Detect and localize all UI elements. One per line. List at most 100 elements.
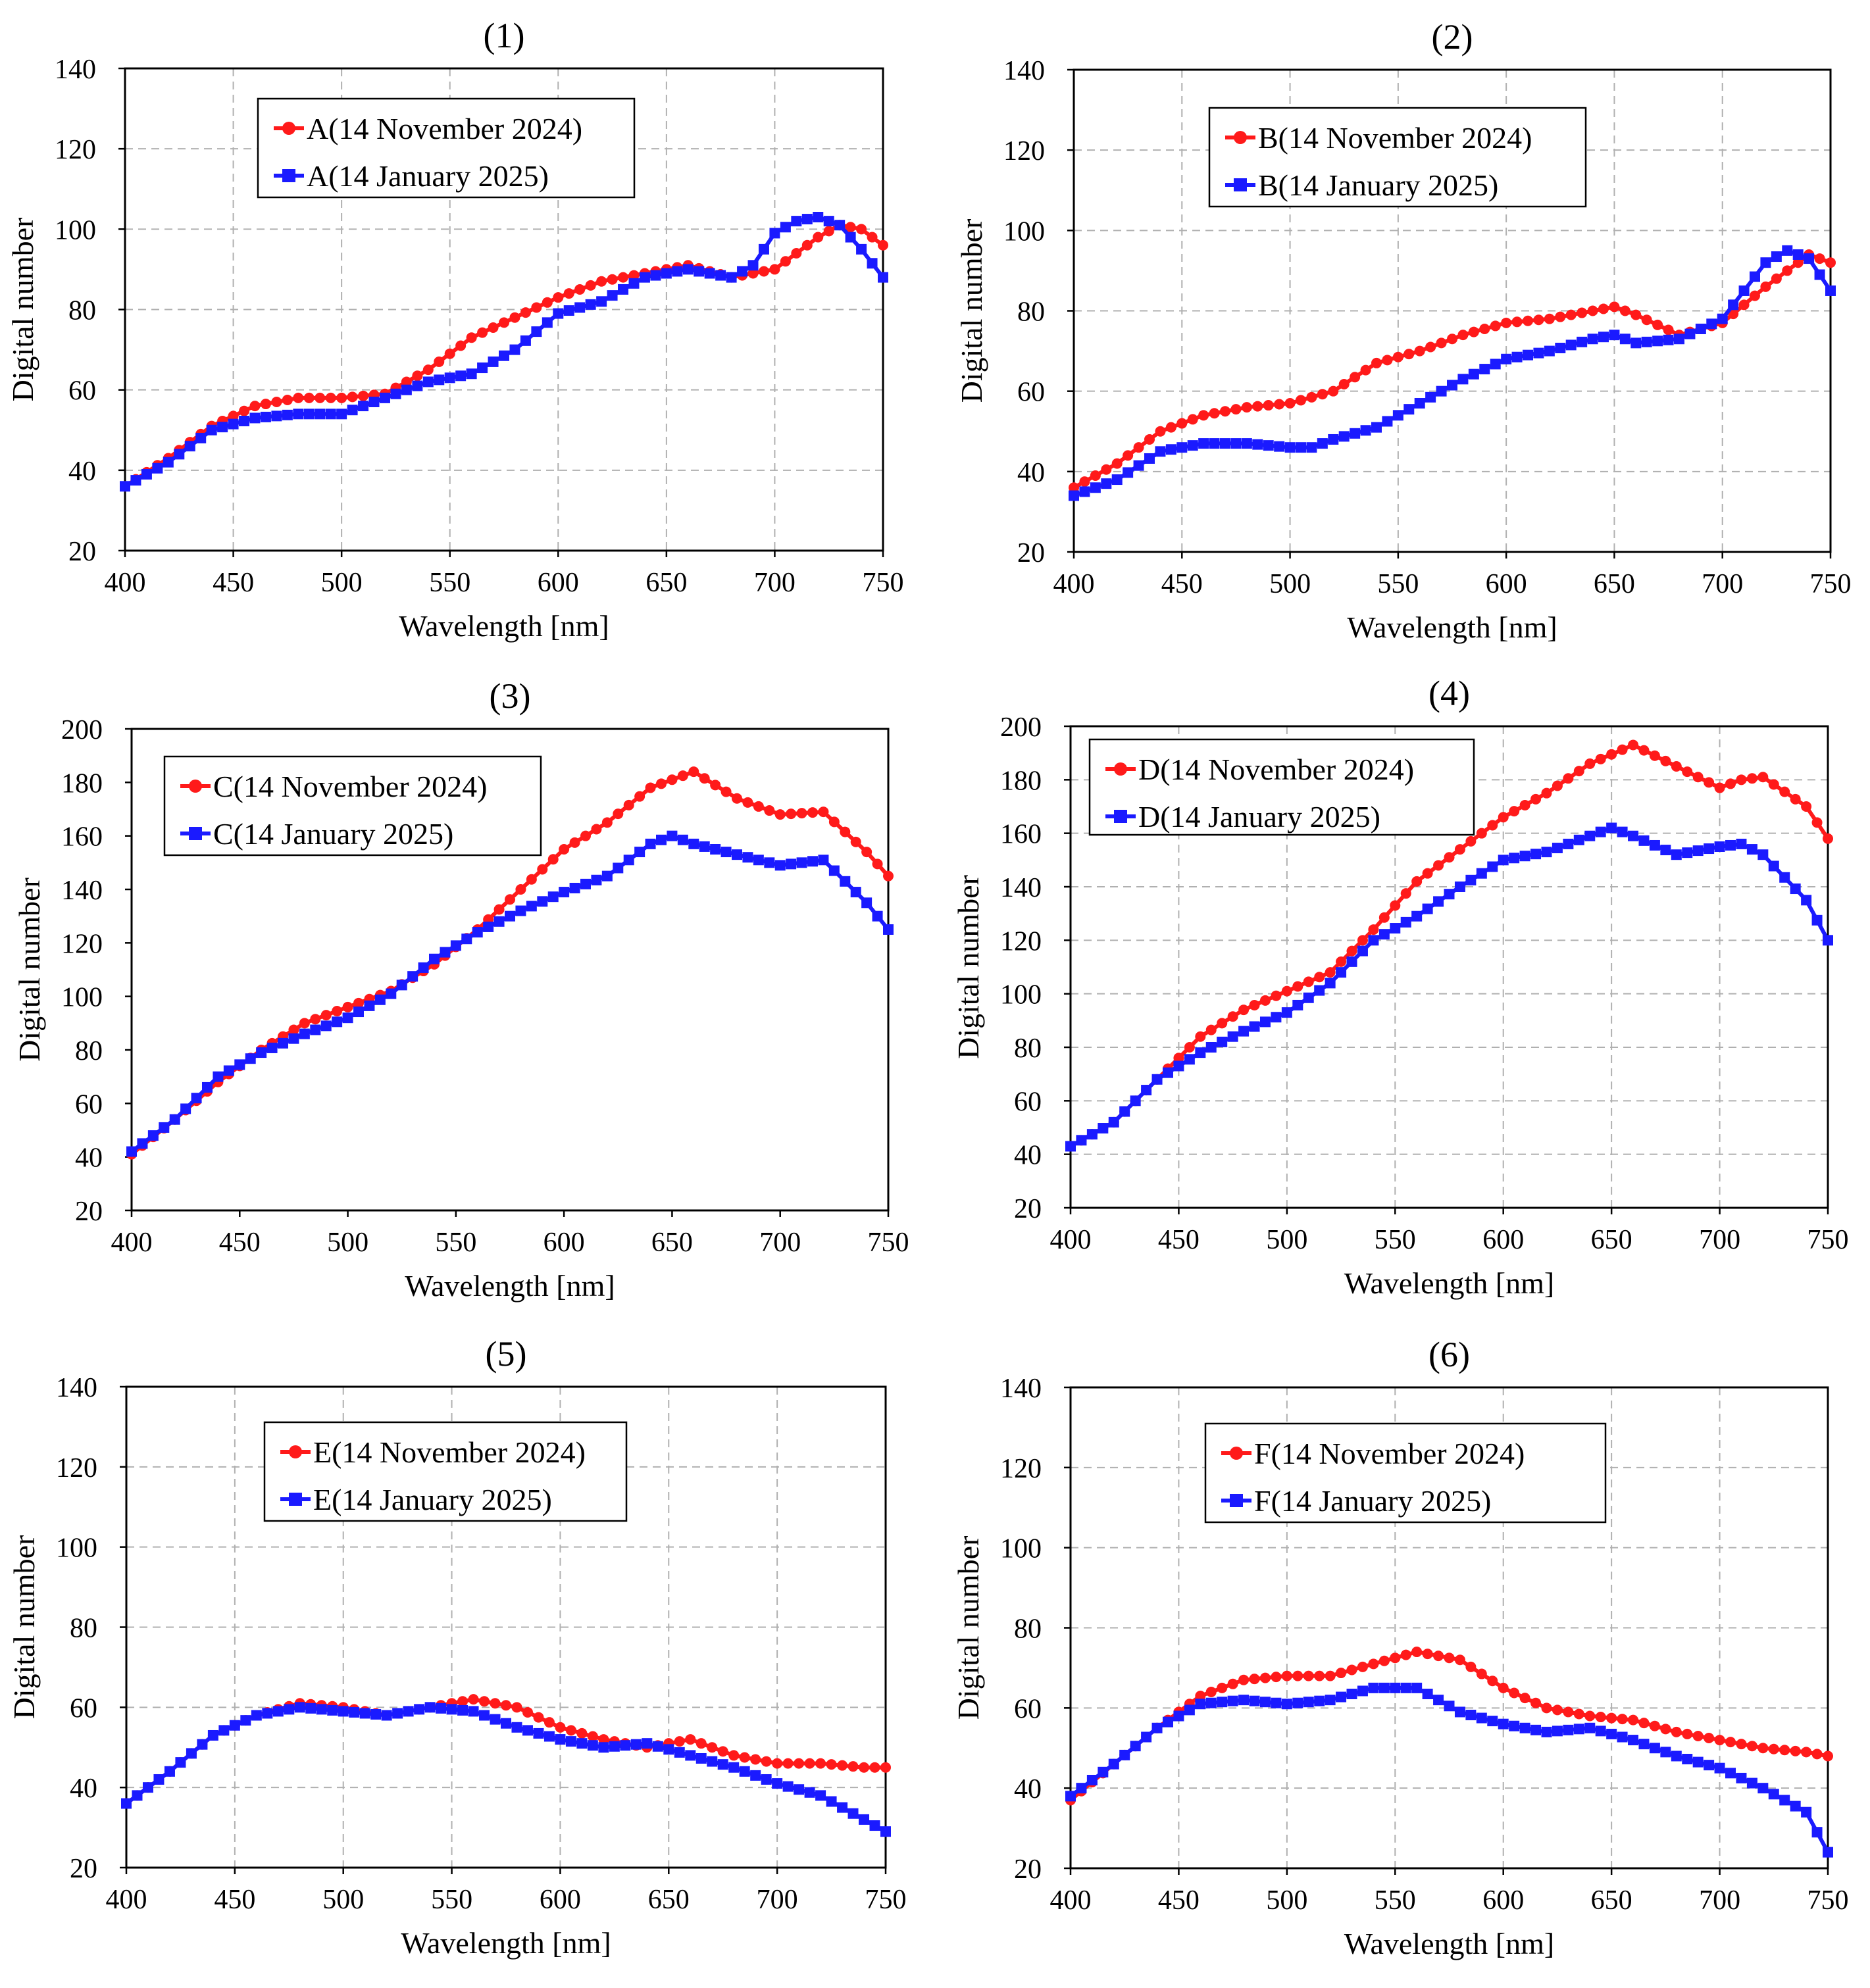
data-point (1069, 482, 1079, 493)
data-point (717, 1759, 728, 1770)
x-tick-label: 700 (759, 1228, 801, 1258)
data-point (202, 1081, 213, 1093)
data-point (1704, 1733, 1715, 1744)
data-point (390, 388, 401, 399)
data-point (720, 786, 732, 797)
panel-title: (6) (1428, 1335, 1470, 1374)
data-point (1498, 812, 1509, 823)
x-axis-label: Wavelength [nm] (405, 1269, 615, 1303)
data-point (1378, 912, 1390, 923)
data-point (1296, 442, 1306, 453)
data-point (316, 1704, 327, 1715)
data-point (547, 891, 559, 903)
chart-panel-6: 400 450 500 550 600 650 700 750 20 40 60 80 100 120 14… (951, 1335, 1849, 1960)
data-point (1403, 404, 1415, 415)
plot-frame (1069, 725, 1829, 1209)
data-point (580, 878, 591, 889)
data-point (878, 272, 888, 283)
data-point (645, 782, 656, 793)
data-point (1217, 1682, 1228, 1693)
data-point (1382, 355, 1393, 366)
y-tick-label: 200 (61, 715, 103, 745)
data-point (1252, 401, 1263, 412)
x-tick-label: 750 (1807, 1885, 1849, 1916)
data-point (490, 1714, 501, 1725)
data-point (1555, 343, 1566, 354)
data-point (412, 380, 423, 391)
x-tick-label: 500 (1266, 1885, 1307, 1916)
series-january (1065, 1682, 1833, 1858)
y-tick-label: 40 (1017, 458, 1045, 488)
data-point (1090, 470, 1101, 481)
data-point (674, 1736, 685, 1747)
data-point (850, 887, 861, 898)
legend-marker-circle (1114, 762, 1127, 776)
data-point (1241, 402, 1252, 413)
legend: B(14 November 2024) B(14 January 2025) (1208, 107, 1587, 208)
data-point (1205, 1697, 1217, 1708)
data-point (1065, 1141, 1076, 1152)
data-point (707, 1756, 718, 1767)
data-point (353, 997, 364, 1008)
data-point (1652, 319, 1663, 330)
data-point (1130, 1095, 1141, 1106)
data-point (1563, 1724, 1574, 1735)
data-point (493, 904, 505, 915)
data-point (1746, 1777, 1757, 1789)
data-point (240, 1715, 251, 1726)
x-tick-label: 450 (214, 1885, 255, 1915)
chart-panel-2: 400 450 500 550 600 650 700 750 20 40 60 80 100 120 14… (955, 17, 1852, 644)
data-point (509, 344, 520, 355)
data-point (1144, 434, 1155, 445)
y-tick-label: 180 (1000, 766, 1042, 796)
data-point (1801, 1747, 1812, 1758)
data-point (574, 284, 586, 295)
y-axis-label: Digital number (13, 878, 46, 1062)
data-point (282, 394, 293, 405)
data-point (1692, 772, 1704, 783)
data-point (1346, 945, 1357, 957)
data-point (245, 1053, 256, 1064)
data-point (1184, 1042, 1195, 1053)
data-point (1725, 1737, 1736, 1748)
data-point (1533, 347, 1544, 359)
panel-title: (5) (486, 1334, 527, 1374)
data-point (1544, 313, 1555, 324)
data-point (137, 1138, 148, 1149)
data-point (1779, 786, 1790, 797)
data-point (553, 308, 564, 319)
data-point (1619, 305, 1630, 316)
data-point (1782, 265, 1793, 276)
data-point (1823, 1847, 1833, 1858)
data-point (1728, 299, 1739, 311)
data-point (1227, 1031, 1238, 1042)
data-point (1584, 758, 1596, 769)
x-tick-label: 750 (1810, 569, 1852, 599)
data-point (1281, 1670, 1292, 1681)
data-point (1573, 1724, 1584, 1735)
data-point (847, 1761, 859, 1772)
data-point (1552, 780, 1563, 791)
data-point (537, 864, 548, 875)
data-point (791, 216, 802, 227)
x-tick-label: 500 (321, 568, 363, 598)
data-point (1306, 442, 1317, 453)
data-point (1382, 416, 1393, 427)
data-point (682, 264, 694, 275)
data-point (1090, 482, 1101, 493)
data-point (1271, 1672, 1282, 1683)
data-point (305, 1702, 316, 1714)
data-point (1296, 395, 1306, 406)
data-point (1487, 1716, 1498, 1727)
x-tick-label: 600 (1486, 569, 1527, 599)
data-point (284, 1704, 295, 1715)
data-point (710, 844, 721, 855)
data-point (175, 1757, 186, 1768)
data-point (750, 1754, 761, 1765)
data-point (256, 1047, 267, 1058)
data-point (786, 808, 797, 820)
data-point (587, 1731, 598, 1742)
data-point (667, 830, 678, 841)
data-point (130, 475, 141, 486)
y-tick-label: 120 (56, 1453, 97, 1483)
